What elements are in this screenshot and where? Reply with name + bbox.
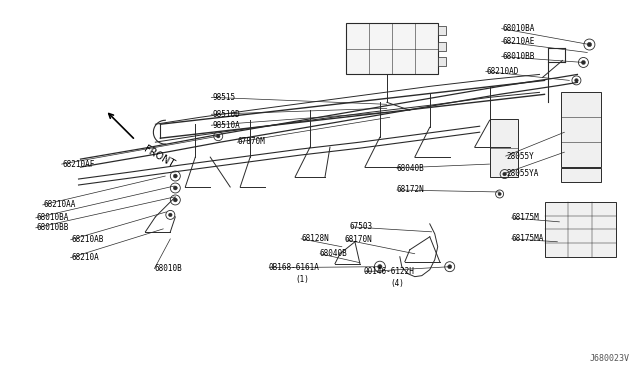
Circle shape [173, 186, 177, 190]
Text: 68010B: 68010B [154, 264, 182, 273]
Text: 00146-6122H: 00146-6122H [364, 267, 415, 276]
Text: 68010BB: 68010BB [36, 223, 69, 232]
Text: J680023V: J680023V [589, 355, 629, 363]
Text: 68128N: 68128N [301, 234, 329, 243]
Circle shape [498, 192, 501, 196]
Text: 68175M: 68175M [511, 214, 540, 222]
Text: 98510D: 98510D [212, 110, 240, 119]
Text: 68170N: 68170N [345, 235, 372, 244]
Bar [438, 58, 445, 67]
Circle shape [581, 61, 586, 64]
Text: 67503: 67503 [350, 222, 373, 231]
Text: 68010BA: 68010BA [502, 24, 535, 33]
Circle shape [448, 265, 452, 269]
Text: 68210AA: 68210AA [44, 201, 76, 209]
Text: 67870M: 67870M [237, 137, 265, 146]
Text: 68040B: 68040B [319, 249, 347, 258]
Text: 68210AB: 68210AB [72, 235, 104, 244]
Circle shape [503, 172, 506, 176]
Circle shape [216, 134, 220, 138]
Bar [438, 26, 445, 35]
Text: 68210AE: 68210AE [502, 37, 535, 46]
Text: 68210A: 68210A [72, 253, 99, 262]
Text: 98515: 98515 [212, 93, 236, 102]
Circle shape [173, 174, 177, 178]
Bar [490, 119, 518, 177]
Text: 68010BA: 68010BA [36, 214, 69, 222]
Text: FRONT: FRONT [142, 144, 176, 170]
Circle shape [378, 264, 382, 269]
Bar [561, 168, 602, 182]
Circle shape [575, 78, 578, 82]
Text: 68210AF: 68210AF [63, 160, 95, 169]
Bar [545, 202, 616, 257]
Bar [346, 23, 438, 74]
Text: (1): (1) [295, 275, 309, 284]
Text: 0B168-6161A: 0B168-6161A [268, 263, 319, 272]
Text: (4): (4) [391, 279, 404, 288]
Circle shape [588, 42, 591, 47]
Text: 68010BB: 68010BB [502, 52, 535, 61]
Text: 68040B: 68040B [397, 164, 424, 173]
Circle shape [173, 198, 177, 202]
Text: 28055YA: 28055YA [507, 169, 539, 177]
Bar [438, 42, 445, 51]
Text: 68172N: 68172N [397, 186, 424, 195]
Bar [561, 92, 602, 167]
Text: 68175MA: 68175MA [511, 234, 544, 243]
Text: 98510A: 98510A [212, 121, 240, 130]
Text: 68210AD: 68210AD [486, 67, 519, 76]
Circle shape [168, 213, 172, 217]
Text: 28055Y: 28055Y [507, 152, 534, 161]
